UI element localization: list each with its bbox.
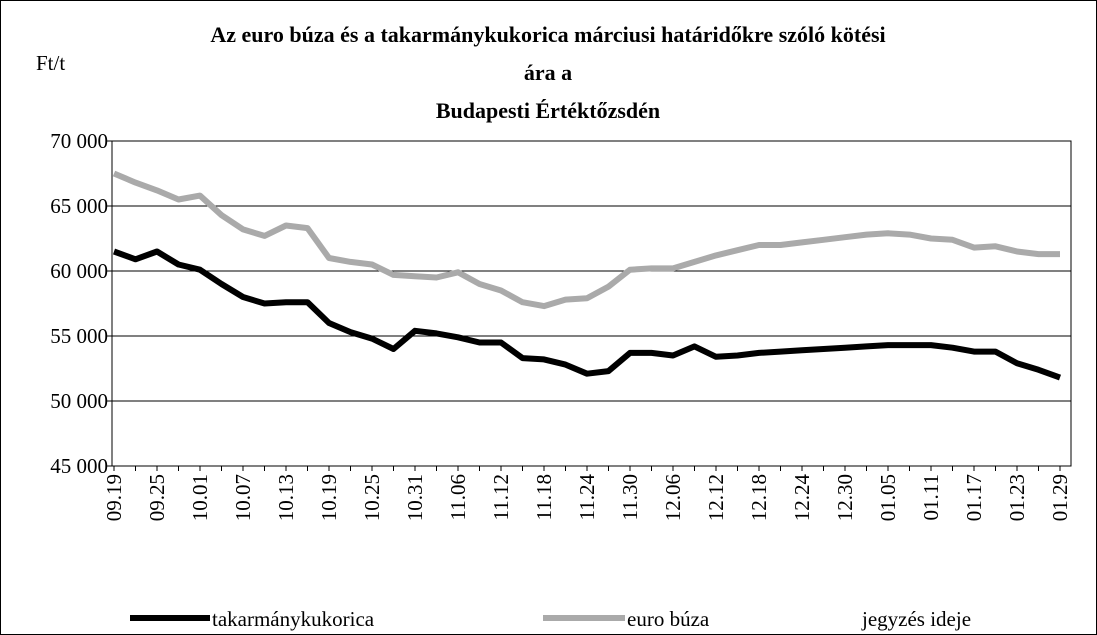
y-tick-label: 45 000 [50,454,108,478]
x-tick-label: 01.05 [876,474,900,521]
x-tick-label: 01.23 [1005,474,1029,521]
x-tick-label: 11.30 [618,474,642,520]
y-tick-label: 55 000 [50,324,108,348]
x-tick-label: 12.18 [747,474,771,521]
x-tick-label: 12.30 [833,474,857,521]
series-line [112,248,1062,381]
legend-label: euro búza [627,607,710,631]
x-tick-label: 10.31 [403,474,427,521]
x-tick-label: 01.17 [962,474,986,521]
legend-label: takarmánykukorica [212,607,375,631]
x-tick-label: 12.06 [661,474,685,521]
x-tick-label: 01.11 [919,474,943,520]
x-tick-label: 11.06 [446,474,470,520]
y-tick-label: 65 000 [50,194,108,218]
x-tick-label: 12.12 [704,474,728,521]
x-tick-label: 01.29 [1048,474,1072,521]
chart-title: Az euro búza és a takarmánykukorica márc… [210,22,885,47]
x-tick-label: 11.12 [489,474,513,520]
x-tick-label: 10.25 [360,474,384,521]
x-axis-label: jegyzés ideje [861,607,971,631]
y-tick-label: 60 000 [50,259,108,283]
x-tick-label: 10.13 [274,474,298,521]
series-line [112,170,1060,310]
x-tick-label: 12.24 [790,474,814,522]
x-tick-label: 11.18 [532,474,556,520]
y-tick-label: 50 000 [50,389,108,413]
x-tick-label: 10.07 [231,474,255,521]
x-tick-label: 09.19 [102,474,126,521]
y-tick-label: 70 000 [50,129,108,153]
chart-title: Budapesti Értéktőzsdén [436,98,660,123]
y-axis-label: Ft/t [36,51,65,75]
plot-area [111,140,1072,467]
x-tick-label: 10.19 [317,474,341,521]
x-tick-label: 11.24 [575,474,599,521]
x-tick-label: 10.01 [188,474,212,521]
x-tick-label: 09.25 [145,474,169,521]
chart-title: ára a [524,60,572,85]
